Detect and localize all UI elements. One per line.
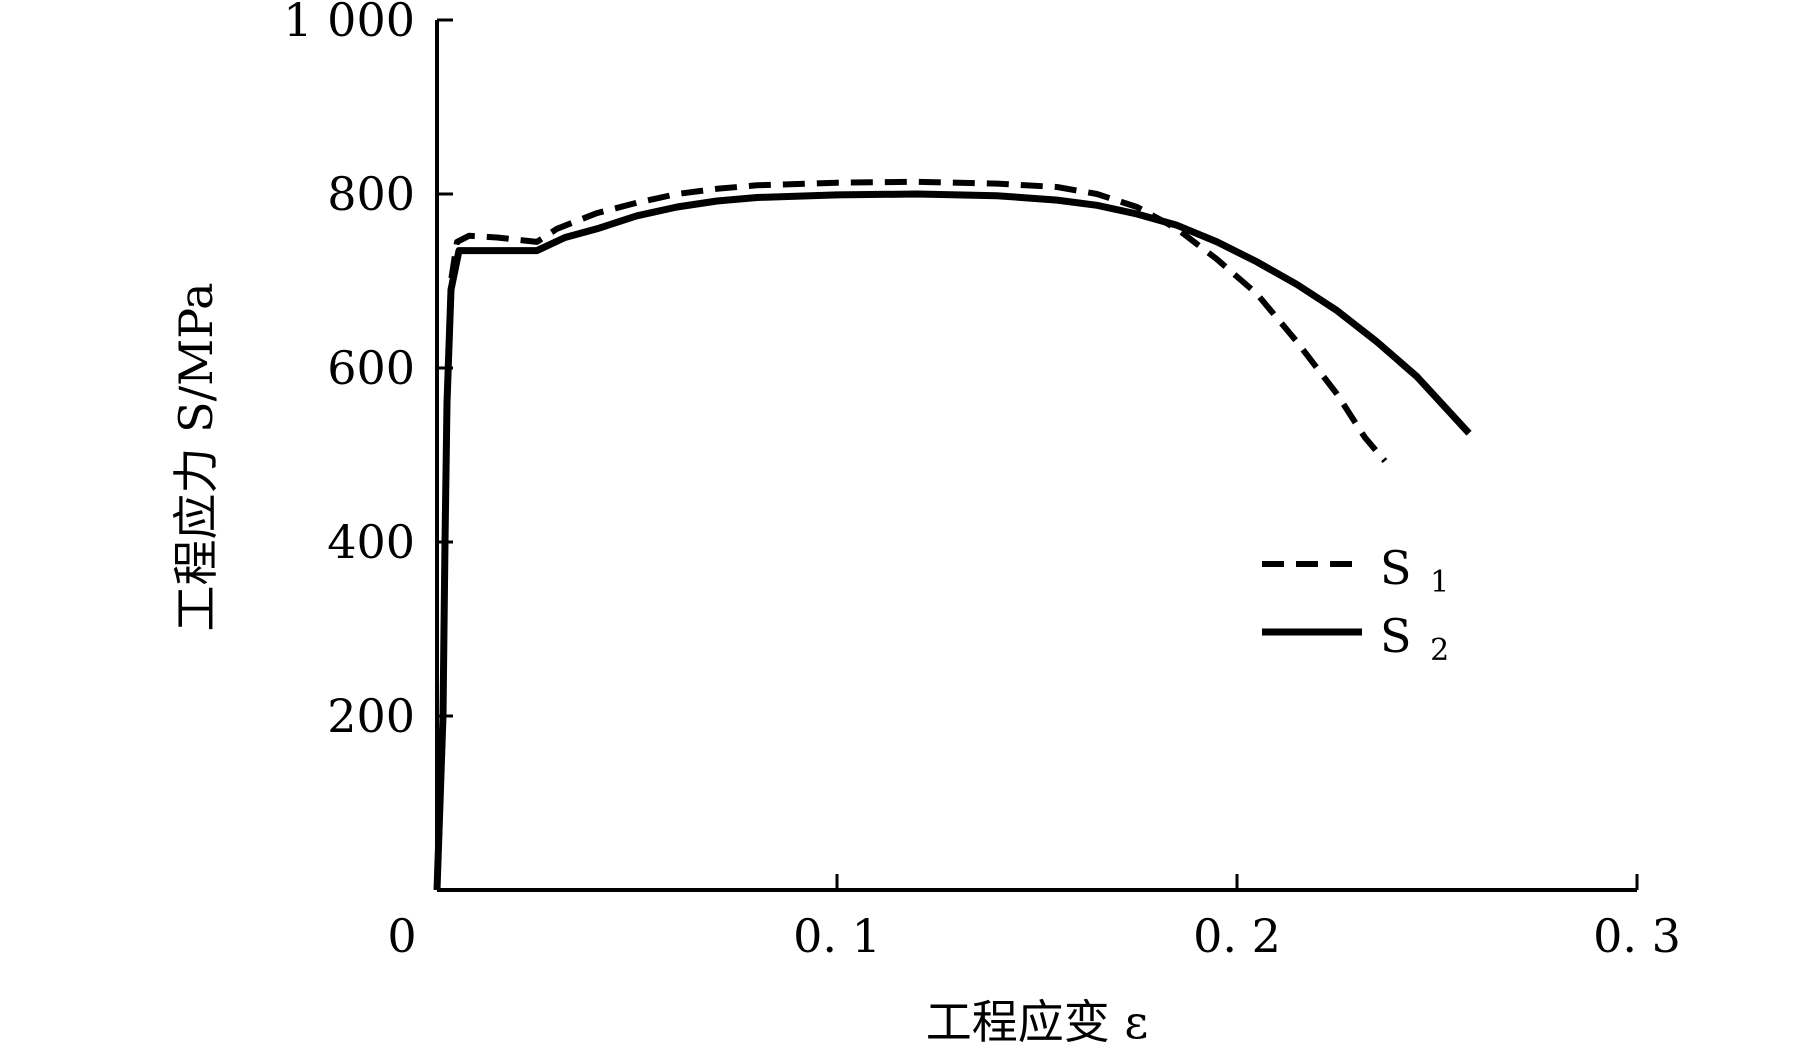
x-tick-label: 0. 2 — [1193, 909, 1281, 963]
x-tick-label: 0. 3 — [1593, 909, 1681, 963]
x-tick-label: 0 — [387, 909, 416, 963]
y-tick-label: 600 — [327, 341, 415, 395]
y-axis-ticks: 200 400 600 800 1 000 — [283, 0, 453, 743]
y-axis-title: 工程应力 S/MPa — [169, 282, 223, 631]
legend-label-s1: S 1 — [1380, 541, 1449, 600]
series-lines — [433, 178, 1472, 891]
series-line-s1 — [434, 178, 1388, 891]
legend: S 1 S 2 — [1262, 541, 1449, 668]
legend-label-s2-main: S — [1380, 609, 1412, 663]
y-tick-label: 200 — [327, 689, 415, 743]
legend-label-s2-sub: 2 — [1430, 633, 1449, 668]
legend-label-s2: S 2 — [1380, 609, 1449, 668]
legend-label-s1-main: S — [1380, 541, 1412, 595]
y-tick-label: 1 000 — [283, 0, 415, 47]
y-tick-label: 800 — [327, 167, 415, 221]
chart-axes — [435, 20, 1637, 892]
legend-label-s1-sub: 1 — [1430, 565, 1449, 600]
x-axis-ticks: 0 0. 1 0. 2 0. 3 — [387, 874, 1681, 963]
y-tick-label: 400 — [327, 515, 415, 569]
x-tick-label: 0. 1 — [793, 909, 881, 963]
series-line-s2 — [433, 190, 1472, 891]
x-axis-title: 工程应变 ε — [926, 995, 1148, 1049]
